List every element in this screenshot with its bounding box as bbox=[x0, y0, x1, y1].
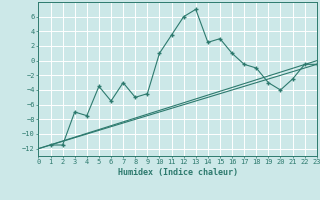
X-axis label: Humidex (Indice chaleur): Humidex (Indice chaleur) bbox=[118, 168, 238, 177]
